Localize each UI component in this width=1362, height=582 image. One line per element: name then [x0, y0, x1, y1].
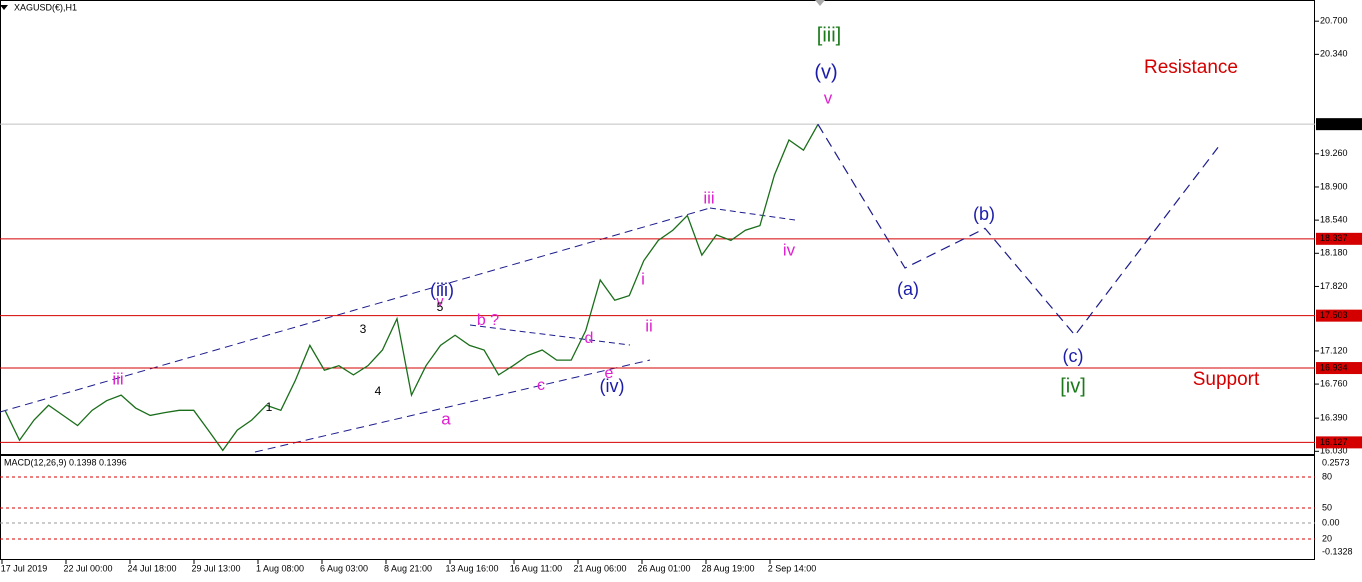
wave-label: Support	[1193, 369, 1260, 390]
wave-label: iv	[783, 240, 796, 259]
x-tick-label: 28 Aug 19:00	[701, 563, 754, 573]
wave-label: (c)	[1063, 346, 1084, 366]
macd-tick-label: 0.2573	[1322, 457, 1350, 467]
symbol-label: XAGUSD(€),H1	[14, 2, 77, 12]
price-label: 19.582	[1320, 119, 1348, 129]
y-tick-label: 16.390	[1320, 413, 1348, 423]
wave-label: 5	[437, 300, 444, 314]
macd-title: MACD(12,26,9) 0.1398 0.1396	[4, 457, 127, 467]
wave-label: iii	[112, 369, 123, 388]
y-tick-label: 16.760	[1320, 378, 1348, 388]
wave-label: c	[537, 377, 545, 394]
x-tick-label: 17 Jul 2019	[1, 563, 48, 573]
y-tick-label: 18.900	[1320, 181, 1348, 191]
wave-label: [iv]	[1060, 375, 1086, 397]
wave-label: [iii]	[817, 24, 841, 46]
triangle-line	[709, 207, 796, 221]
macd-tick-label: 80	[1322, 471, 1332, 481]
y-tick-label: 16.030	[1320, 446, 1348, 456]
wave-label: d	[585, 330, 594, 347]
x-tick-label: 6 Aug 03:00	[320, 563, 368, 573]
x-tick-label: 21 Aug 06:00	[573, 563, 626, 573]
wave-label: v	[436, 293, 444, 310]
y-tick-label: 19.260	[1320, 148, 1348, 158]
level-tag	[1316, 362, 1362, 375]
x-tick-label: 26 Aug 01:00	[637, 563, 690, 573]
menu-arrow[interactable]	[0, 5, 8, 10]
y-tick-label: 20.700	[1320, 16, 1348, 26]
y-tick-label: 17.820	[1320, 281, 1348, 291]
channel-line	[254, 359, 651, 453]
x-tick-label: 1 Aug 08:00	[256, 563, 304, 573]
wave-label: (b)	[973, 204, 995, 224]
level-tag	[1316, 232, 1362, 245]
macd-tick-label: 20	[1322, 533, 1332, 543]
y-tick-label: 17.120	[1320, 345, 1348, 355]
channel-line	[0, 207, 711, 413]
level-label: 17.503	[1320, 310, 1348, 320]
price-tag	[1316, 118, 1362, 131]
level-label: 16.127	[1320, 437, 1348, 447]
wave-label: Resistance	[1144, 57, 1238, 78]
y-tick-label: 20.340	[1320, 49, 1348, 59]
triangle-line	[469, 324, 631, 346]
wave-label: iii	[703, 188, 714, 207]
x-tick-label: 16 Aug 11:00	[510, 563, 562, 573]
wave-label: (v)	[814, 61, 837, 83]
x-tick-label: 8 Aug 21:00	[384, 563, 432, 573]
macd-tick-label: 0.00	[1322, 517, 1340, 527]
y-tick-label: 18.180	[1320, 248, 1348, 258]
price-line	[4, 124, 819, 452]
scroll-marker	[815, 0, 825, 6]
wave-label: e	[605, 365, 614, 382]
wave-label: 1	[266, 400, 273, 414]
wave-label: 3	[360, 322, 367, 336]
x-tick-label: 22 Jul 00:00	[63, 563, 112, 573]
price-panel	[0, 0, 1315, 455]
x-tick-label: 13 Aug 16:00	[445, 563, 498, 573]
y-tick-label: 18.540	[1320, 215, 1348, 225]
x-tick-label: 2 Sep 14:00	[768, 563, 817, 573]
projection-line	[817, 124, 1219, 337]
wave-label: (iii)	[430, 280, 454, 300]
wave-label: (iv)	[600, 376, 625, 396]
macd-tick-label: 50	[1322, 502, 1332, 512]
level-tag	[1316, 309, 1362, 322]
wave-label: v	[824, 88, 833, 107]
level-label: 16.934	[1320, 362, 1348, 372]
x-tick-label: 24 Jul 18:00	[127, 563, 176, 573]
wave-label: (a)	[897, 279, 919, 299]
wave-label: i	[641, 269, 645, 288]
wave-label: b ?	[477, 312, 499, 329]
macd-tick-label: -0.1328	[1322, 546, 1353, 556]
level-label: 18.337	[1320, 233, 1348, 243]
wave-label: a	[441, 409, 451, 428]
wave-label: ii	[645, 316, 653, 335]
level-tag	[1316, 436, 1362, 449]
wave-label: 4	[375, 384, 382, 398]
x-tick-label: 29 Jul 13:00	[191, 563, 240, 573]
